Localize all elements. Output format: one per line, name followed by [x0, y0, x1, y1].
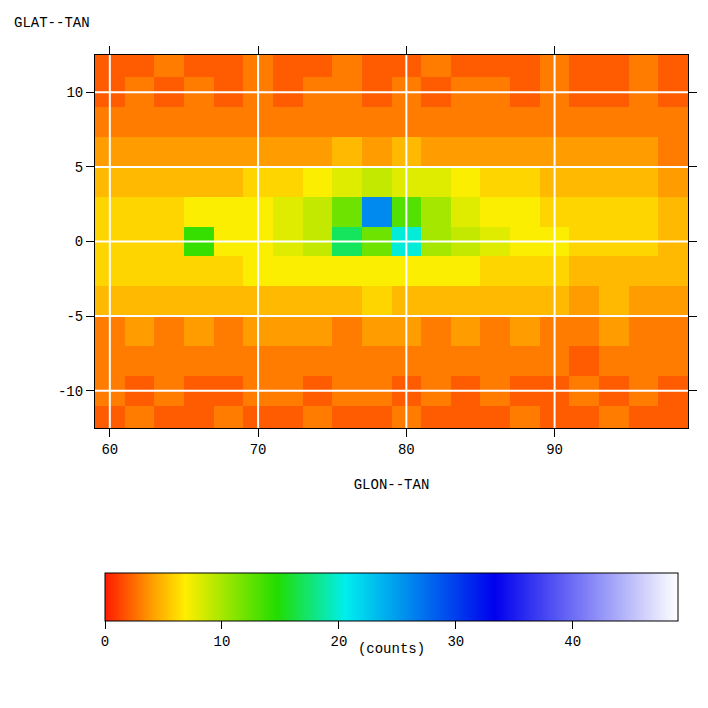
- svg-text:70: 70: [250, 442, 267, 458]
- svg-text:30: 30: [447, 634, 464, 650]
- svg-text:GLON--TAN: GLON--TAN: [354, 477, 430, 493]
- svg-text:10: 10: [66, 85, 83, 101]
- svg-text:0: 0: [101, 634, 109, 650]
- svg-text:40: 40: [564, 634, 581, 650]
- svg-text:-5: -5: [66, 309, 83, 325]
- svg-text:-10: -10: [58, 384, 83, 400]
- svg-text:(counts): (counts): [358, 641, 425, 657]
- svg-text:60: 60: [101, 442, 118, 458]
- svg-text:90: 90: [546, 442, 563, 458]
- svg-text:0: 0: [75, 234, 83, 250]
- svg-text:80: 80: [398, 442, 415, 458]
- svg-text:GLAT--TAN: GLAT--TAN: [14, 15, 90, 31]
- svg-text:5: 5: [75, 160, 83, 176]
- svg-text:20: 20: [330, 634, 347, 650]
- svg-text:10: 10: [214, 634, 231, 650]
